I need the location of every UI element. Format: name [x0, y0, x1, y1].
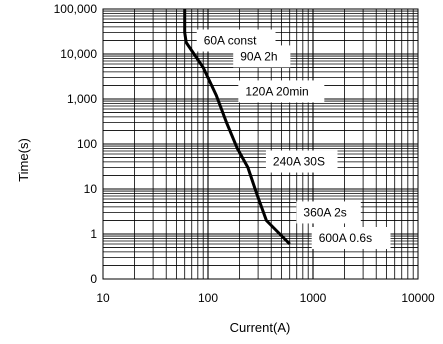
annotation-label: 360A 2s	[303, 205, 346, 219]
x-tick-label: 100	[198, 291, 218, 305]
y-tick-label: 1,000	[67, 92, 97, 106]
y-tick-labels: 0 1 10 100 1,000 10,000 100,000	[54, 2, 98, 286]
y-tick-label: 10,000	[60, 47, 97, 61]
y-tick-label: 1	[90, 227, 97, 241]
time-current-curve	[183, 9, 291, 246]
y-tick-label: 0	[90, 272, 97, 286]
annotation-label: 600A 0.6s	[319, 231, 372, 245]
y-axis-label: Time(s)	[16, 138, 31, 182]
x-tick-label: 1000	[300, 291, 327, 305]
y-tick-label: 10	[84, 182, 98, 196]
annotation-box	[296, 201, 361, 224]
annotation-box	[238, 80, 325, 103]
annotation-label: 120A 20min	[245, 84, 308, 98]
x-axis-label: Current(A)	[230, 320, 291, 335]
annotation-label: 60A const	[204, 34, 257, 48]
y-tick-label: 100	[77, 137, 97, 151]
x-tick-label: 10	[96, 291, 110, 305]
annotation-boxes	[196, 29, 391, 249]
annotation-box	[311, 226, 391, 249]
annotation-box	[233, 45, 291, 68]
annotation-label: 90A 2h	[240, 49, 277, 63]
x-tick-label: 10000	[401, 291, 435, 305]
annotation-label: 240A 30S	[273, 155, 325, 169]
y-tick-label: 100,000	[54, 2, 98, 16]
x-tick-labels: 10 100 1000 10000	[96, 291, 435, 305]
grid-lines	[103, 9, 418, 279]
annotation-box	[265, 150, 338, 173]
